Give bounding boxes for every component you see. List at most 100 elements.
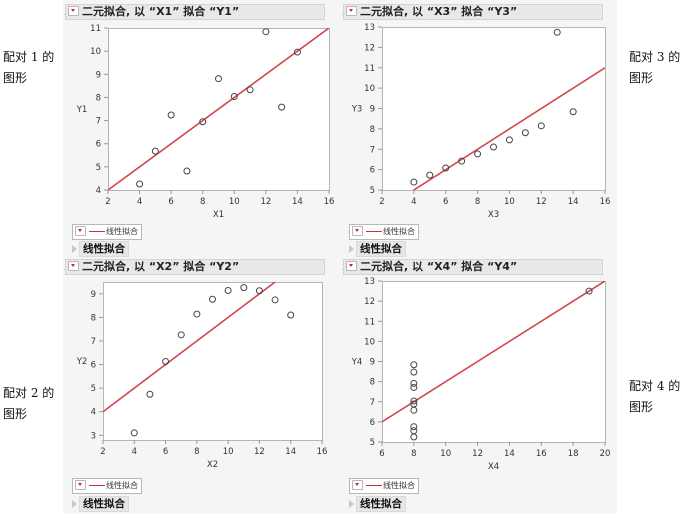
data-point-marker[interactable] [410,400,418,408]
disclosure-closed-icon[interactable] [349,500,354,508]
data-point-marker[interactable] [230,93,238,101]
data-point-marker[interactable] [278,103,286,111]
data-point-marker[interactable] [215,75,222,83]
y-axis-label: Y4 [351,358,363,368]
fit-line[interactable] [382,67,605,190]
data-point-marker[interactable] [458,157,466,165]
linear-fit-outline[interactable]: 线性拟合 [349,496,406,512]
data-point-marker[interactable] [410,178,418,186]
data-point-marker[interactable] [410,423,418,431]
data-point-marker[interactable] [585,287,593,295]
x-tick-label: 16 [324,197,335,207]
y-tick-label: 11 [364,64,375,74]
linear-fit-outline[interactable]: 线性拟合 [72,241,129,257]
y-tick-label: 7 [370,145,375,155]
x-tick-label: 4 [411,197,416,207]
red-triangle-menu-icon[interactable] [352,225,363,236]
red-triangle-menu-icon[interactable] [346,261,357,271]
y-tick-label: 7 [96,117,101,127]
scatter-plot[interactable] [382,27,606,191]
fit-legend[interactable]: 线性拟合 [72,224,142,240]
disclosure-closed-icon[interactable] [72,500,77,508]
data-point-marker[interactable] [240,284,248,292]
fit-legend[interactable]: 线性拟合 [72,478,142,494]
data-point-marker[interactable] [162,357,170,365]
data-point-marker[interactable] [293,48,301,56]
data-point-marker[interactable] [287,311,295,319]
data-point-marker[interactable] [410,383,418,391]
data-point-marker[interactable] [193,310,201,318]
fit-line[interactable] [108,28,329,190]
x-axis-label: X3 [488,210,499,220]
data-point-marker[interactable] [209,295,216,303]
data-point-marker[interactable] [426,171,434,179]
data-point-marker[interactable] [474,150,482,158]
linear-fit-outline[interactable]: 线性拟合 [349,241,406,257]
side-label-pair2: 配对 2 的 图形 [3,386,55,421]
x-tick-label: 18 [568,449,579,459]
data-point-marker[interactable] [553,28,561,36]
fit-line[interactable] [103,282,322,413]
y-axis-label: Y3 [351,105,363,115]
x-tick-label: 6 [379,449,384,459]
data-point-marker[interactable] [224,286,232,294]
data-point-marker[interactable] [246,86,254,94]
data-point-marker[interactable] [410,427,418,435]
y-tick-label: 11 [90,24,101,34]
data-point-marker[interactable] [537,122,545,130]
data-point-marker[interactable] [255,287,263,295]
data-point-marker[interactable] [146,390,154,398]
data-point-marker[interactable] [490,143,497,151]
report-title-bar[interactable]: 二元拟合, 以 “X2” 拟合 “Y2” [65,259,325,275]
x-tick-label: 10 [504,197,515,207]
y-tick-label: 4 [91,408,96,418]
data-point-marker[interactable] [505,136,513,144]
data-point-marker[interactable] [183,167,191,175]
data-point-marker[interactable] [151,147,159,155]
data-point-marker[interactable] [130,429,138,437]
red-triangle-menu-icon[interactable] [68,261,79,271]
data-point-marker[interactable] [569,108,577,116]
red-triangle-menu-icon[interactable] [75,479,86,490]
x-tick-label: 6 [163,447,168,457]
data-point-marker[interactable] [410,379,418,387]
linear-fit-outline[interactable]: 线性拟合 [72,496,129,512]
x-tick-label: 14 [285,447,296,457]
data-point-marker[interactable] [136,180,144,188]
data-point-marker[interactable] [410,368,418,376]
data-point-marker[interactable] [410,397,418,405]
fit-legend[interactable]: 线性拟合 [349,478,419,494]
x-tick-label: 4 [132,447,137,457]
fit-line-swatch [366,231,382,232]
fit-line[interactable] [382,281,605,423]
data-point-marker[interactable] [199,118,207,126]
red-triangle-menu-icon[interactable] [68,6,79,16]
report-title-bar[interactable]: 二元拟合, 以 “X4” 拟合 “Y4” [343,259,603,275]
red-triangle-menu-icon[interactable] [75,225,86,236]
disclosure-closed-icon[interactable] [349,245,354,253]
data-point-marker[interactable] [177,331,185,339]
data-point-marker[interactable] [521,129,529,137]
y-tick-label: 8 [96,93,101,103]
fit-legend[interactable]: 线性拟合 [349,224,419,240]
red-triangle-menu-icon[interactable] [346,6,357,16]
data-point-marker[interactable] [167,111,175,119]
scatter-plot[interactable] [382,281,606,443]
y-tick-label: 5 [96,163,101,173]
scatter-plot[interactable] [103,282,323,441]
disclosure-closed-icon[interactable] [72,245,77,253]
scatter-plot[interactable] [108,28,330,191]
report-title: 二元拟合, 以 “X3” 拟合 “Y3” [360,5,518,18]
y-axis-label: Y1 [76,105,88,115]
x-tick-label: 8 [475,197,480,207]
y-tick-label: 12 [364,43,375,53]
y-tick-label: 9 [91,290,96,300]
report-title-bar[interactable]: 二元拟合, 以 “X3” 拟合 “Y3” [343,4,603,20]
report-title-bar[interactable]: 二元拟合, 以 “X1” 拟合 “Y1” [65,4,325,20]
data-point-marker[interactable] [442,164,450,172]
data-point-marker[interactable] [262,28,270,36]
red-triangle-menu-icon[interactable] [352,479,363,490]
x-tick-label: 14 [504,449,515,459]
data-point-marker[interactable] [410,361,418,369]
data-point-marker[interactable] [271,296,279,304]
